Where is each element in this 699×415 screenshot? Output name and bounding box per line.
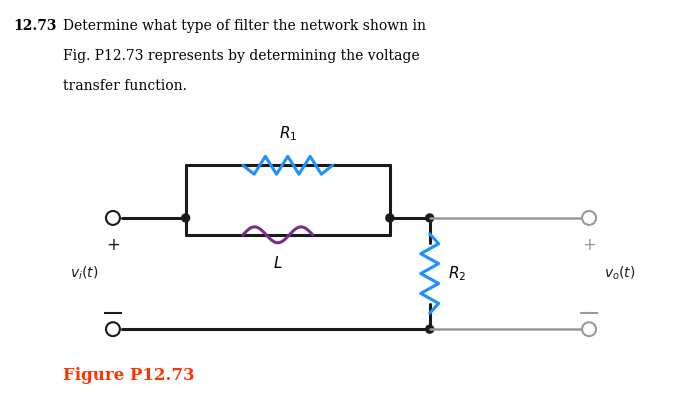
Text: 12.73: 12.73 xyxy=(13,19,57,33)
Circle shape xyxy=(386,214,394,222)
Text: Figure P12.73: Figure P12.73 xyxy=(63,367,195,384)
Text: transfer function.: transfer function. xyxy=(63,79,187,93)
Text: Fig. P12.73 represents by determining the voltage: Fig. P12.73 represents by determining th… xyxy=(63,49,420,63)
Text: $v_i(t)$: $v_i(t)$ xyxy=(70,265,98,282)
Text: Determine what type of filter the network shown in: Determine what type of filter the networ… xyxy=(63,19,426,33)
Circle shape xyxy=(182,214,189,222)
Text: $L$: $L$ xyxy=(273,255,282,271)
Circle shape xyxy=(426,325,433,333)
Text: +: + xyxy=(106,236,120,254)
Text: +: + xyxy=(582,236,596,254)
Text: $R_2$: $R_2$ xyxy=(447,264,466,283)
Text: $R_1$: $R_1$ xyxy=(279,125,297,144)
Text: $v_o(t)$: $v_o(t)$ xyxy=(604,265,635,282)
Circle shape xyxy=(426,214,433,222)
